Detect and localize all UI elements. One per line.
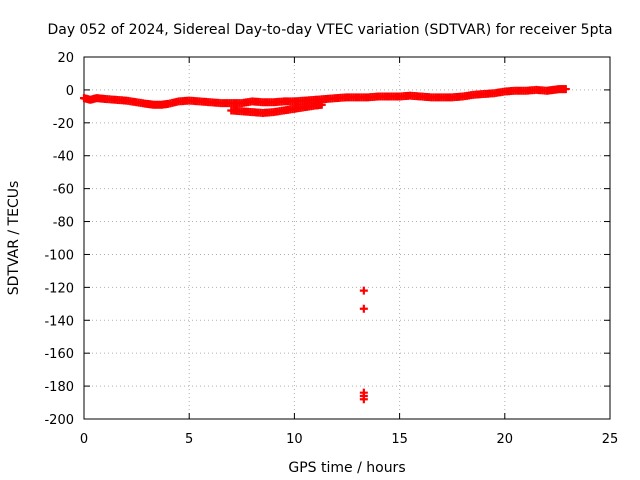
data-points bbox=[80, 85, 570, 404]
data-point bbox=[317, 100, 326, 109]
y-tick-label: -60 bbox=[53, 183, 74, 198]
data-point bbox=[561, 85, 570, 94]
series-lower-loop bbox=[227, 100, 326, 117]
x-tick-label: 5 bbox=[185, 432, 193, 447]
y-tick-label: 0 bbox=[66, 84, 74, 99]
series-main-trace bbox=[80, 85, 570, 109]
x-tick-label: 15 bbox=[391, 432, 408, 447]
chart-title: Day 052 of 2024, Sidereal Day-to-day VTE… bbox=[47, 22, 612, 38]
y-tick-label: -140 bbox=[44, 314, 74, 329]
data-point bbox=[359, 395, 368, 404]
data-point bbox=[359, 304, 368, 313]
y-tick-label: -100 bbox=[44, 248, 74, 263]
y-tick-label: -160 bbox=[44, 347, 74, 362]
y-tick-label: -180 bbox=[44, 380, 74, 395]
x-tick-label: 20 bbox=[497, 432, 514, 447]
y-tick-label: -200 bbox=[44, 413, 74, 428]
x-tick-label: 25 bbox=[602, 432, 619, 447]
y-tick-label: -80 bbox=[53, 216, 74, 231]
y-tick-label: -40 bbox=[53, 150, 74, 165]
series-outliers bbox=[359, 286, 368, 404]
x-tick-label: 0 bbox=[80, 432, 88, 447]
y-tick-label: 20 bbox=[57, 51, 74, 66]
x-axis-label: GPS time / hours bbox=[288, 460, 405, 476]
y-tick-label: -120 bbox=[44, 281, 74, 296]
y-axis-label: SDTVAR / TECUs bbox=[6, 181, 22, 296]
y-tick-label: -20 bbox=[53, 117, 74, 132]
data-point bbox=[359, 286, 368, 295]
plot-frame bbox=[83, 56, 611, 420]
grid bbox=[84, 57, 610, 419]
axis-ticks: 0 5 10 15 20 25 20 0 -20 -40 -60 -80 -100 -120 -140 -16… bbox=[44, 51, 618, 447]
x-tick-label: 10 bbox=[286, 432, 303, 447]
